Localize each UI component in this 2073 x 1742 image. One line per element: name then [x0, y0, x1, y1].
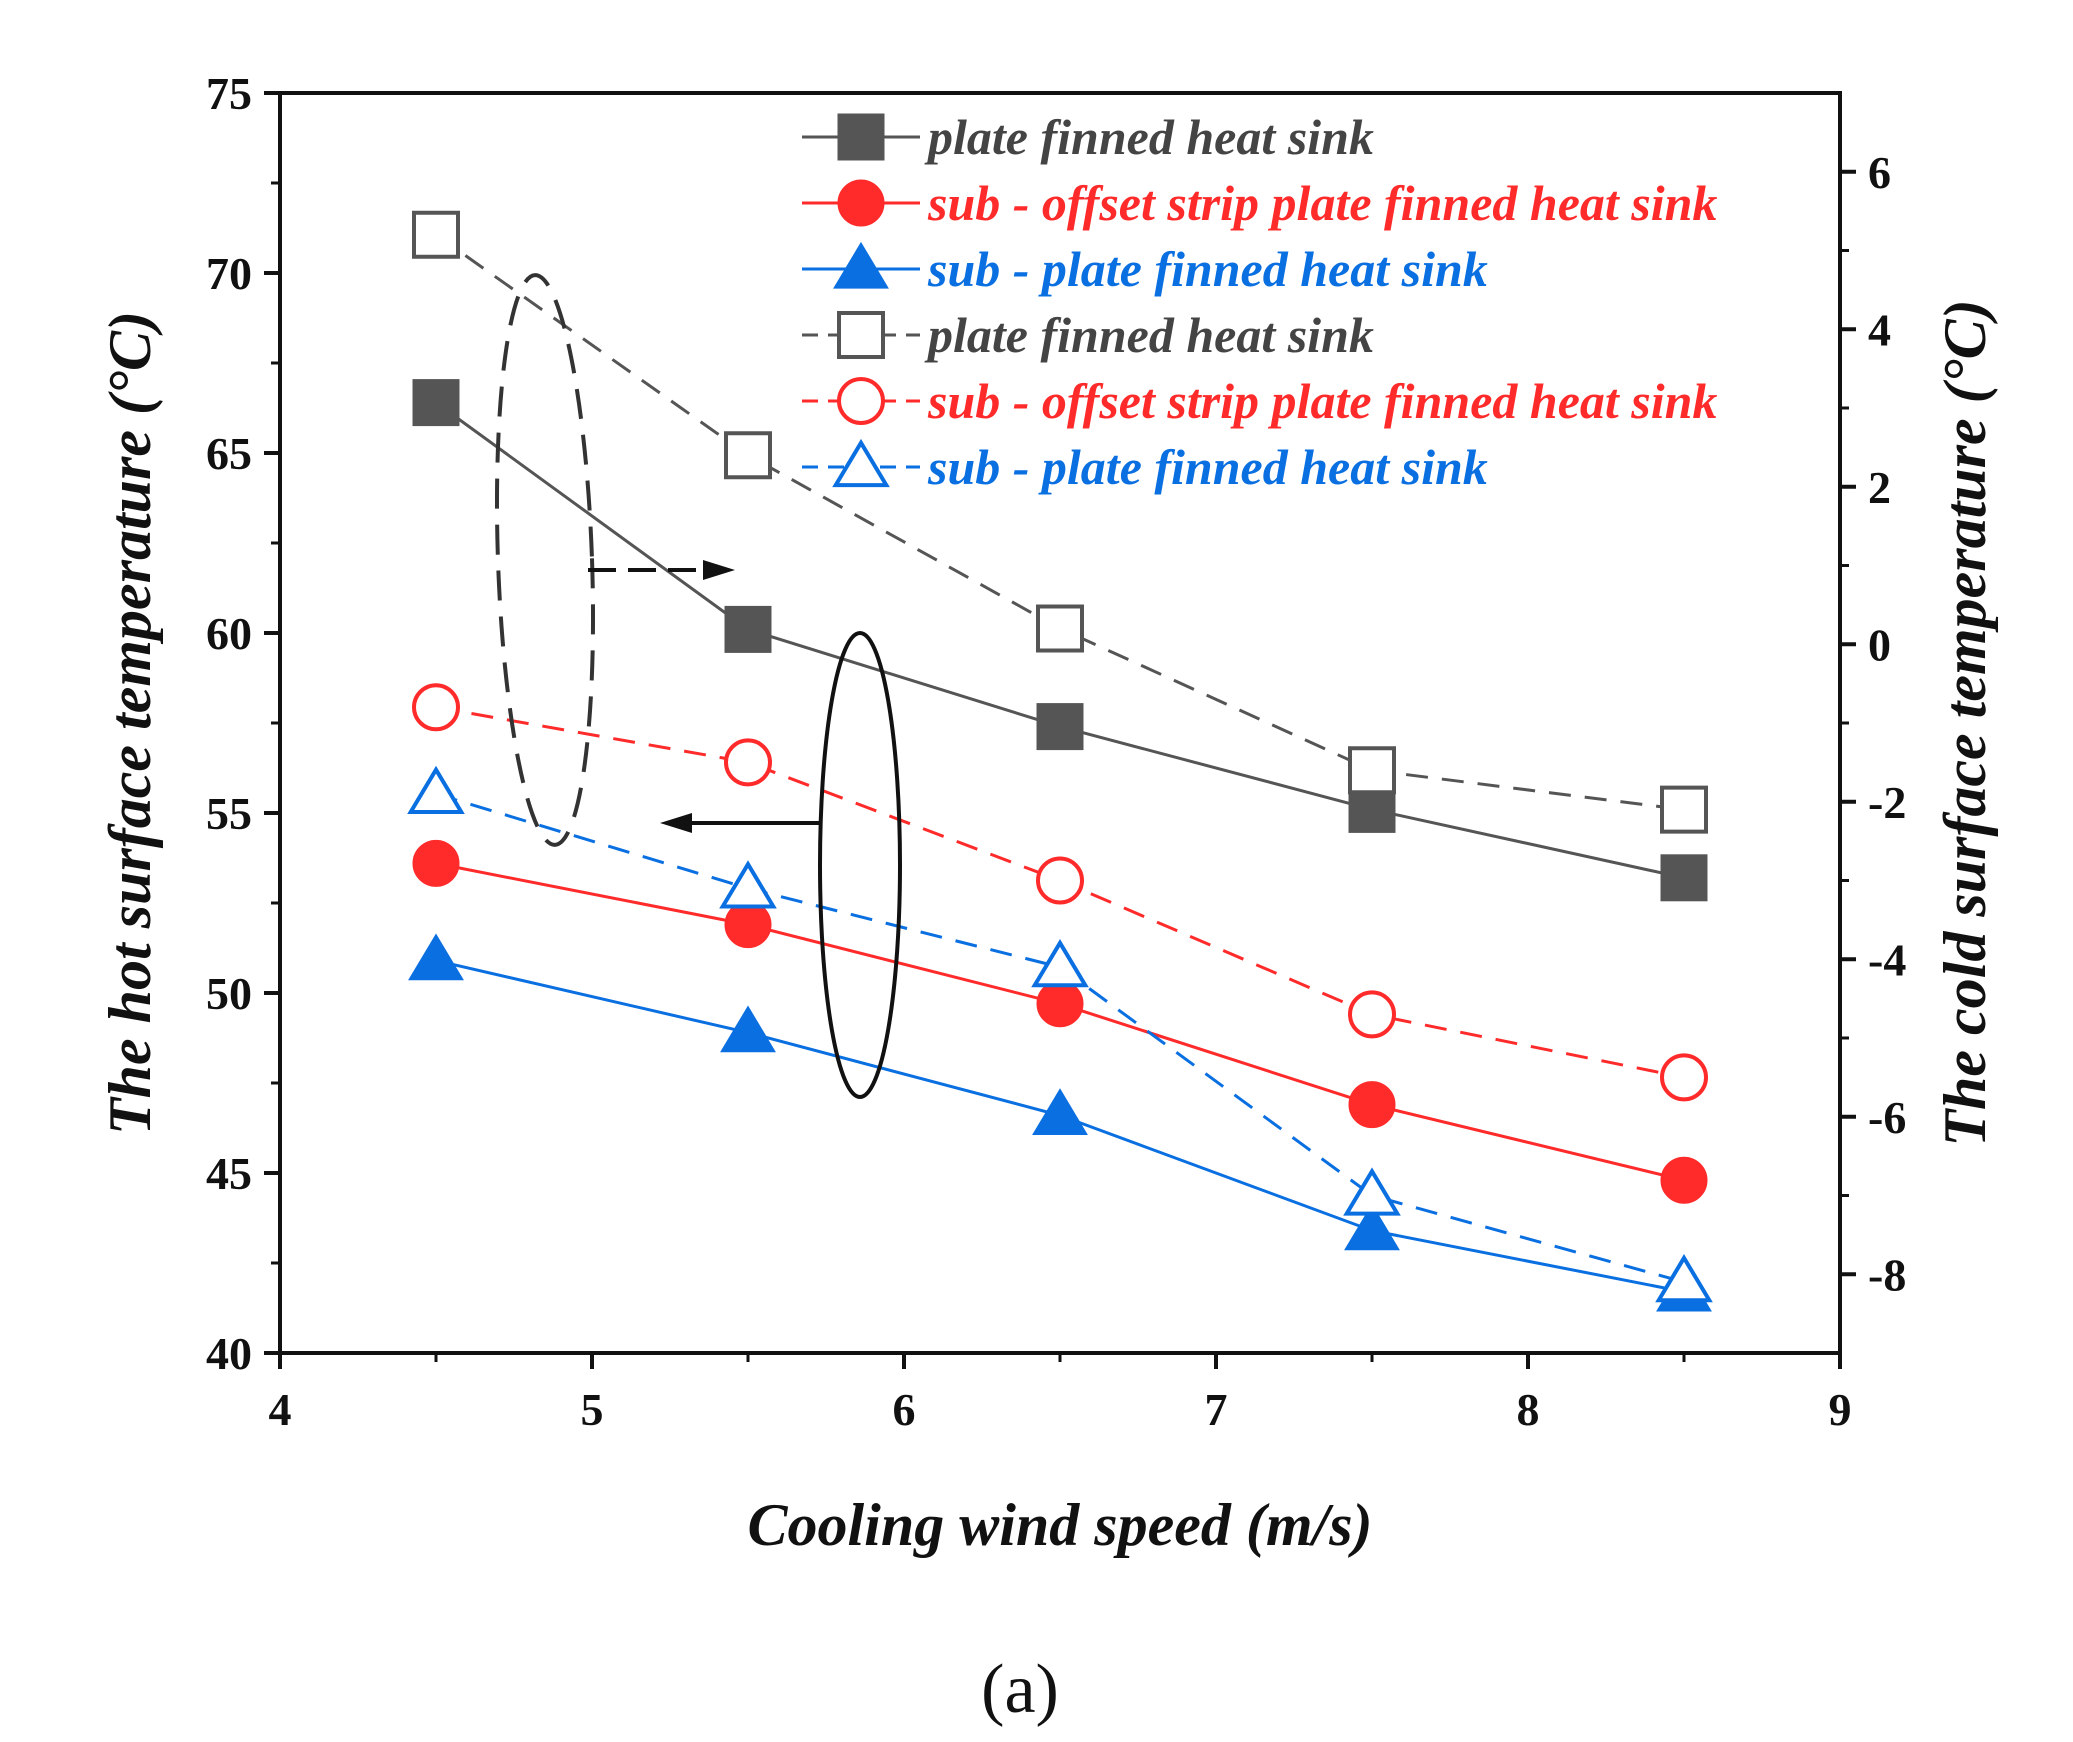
- y-right-tick-label: 0: [1868, 619, 1891, 670]
- y-right-tick-label: -8: [1868, 1249, 1906, 1300]
- data-point: [1660, 1156, 1708, 1204]
- data-point: [1031, 939, 1089, 988]
- y-left-tick-label: 50: [206, 968, 252, 1019]
- data-point: [724, 605, 772, 653]
- series-4: [412, 210, 1708, 834]
- data-point: [1036, 980, 1084, 1028]
- legend-marker: [837, 179, 885, 227]
- data-point: [720, 1005, 776, 1053]
- legend-label: sub - plate finned heat sink: [927, 241, 1488, 297]
- data-point: [1348, 785, 1396, 833]
- legend-entry: sub - plate finned heat sink: [802, 241, 1488, 297]
- y-left-tick-label: 40: [206, 1328, 252, 1379]
- x-tick-label: 8: [1517, 1384, 1540, 1435]
- x-tick-label: 9: [1829, 1384, 1852, 1435]
- data-point: [412, 210, 460, 259]
- legend-entry: plate finned heat sink: [802, 307, 1374, 363]
- legend-label: sub - plate finned heat sink: [927, 439, 1488, 495]
- x-axis-title: Cooling wind speed (m/s): [747, 1492, 1372, 1558]
- legend-label: sub - offset strip plate finned heat sin…: [927, 373, 1717, 429]
- x-tick-label: 6: [893, 1384, 916, 1435]
- data-point: [1660, 854, 1708, 902]
- data-point: [1660, 1053, 1708, 1102]
- legend-marker: [833, 241, 889, 289]
- y-axis-right-title: The cold surface temperature (°C): [1932, 299, 1998, 1146]
- data-point: [724, 901, 772, 949]
- legend-entry: sub - offset strip plate finned heat sin…: [802, 175, 1717, 231]
- series-1: [412, 379, 1708, 902]
- y-left-tick-label: 65: [206, 428, 252, 479]
- y-left-tick-label: 60: [206, 608, 252, 659]
- series-6: [407, 765, 1713, 1303]
- legend-marker: [837, 113, 885, 161]
- x-tick-label: 4: [269, 1384, 292, 1435]
- legend-label: plate finned heat sink: [924, 109, 1374, 165]
- arrow-right-head: [703, 560, 735, 580]
- x-tick-label: 7: [1205, 1384, 1228, 1435]
- data-point: [407, 765, 465, 815]
- series-5: [412, 683, 1708, 1102]
- y-left-tick-label: 75: [206, 68, 252, 119]
- data-point: [1348, 990, 1396, 1039]
- data-point: [1032, 1088, 1088, 1136]
- data-point: [412, 839, 460, 887]
- y-axis-left-title: The hot surface temperature (°C): [97, 311, 163, 1135]
- data-point: [1660, 785, 1708, 834]
- data-point: [1344, 1203, 1400, 1251]
- y-right-tick-label: -4: [1868, 934, 1906, 985]
- annotation-right-axis: [494, 273, 735, 847]
- data-point: [408, 933, 464, 981]
- y-left-tick-label: 70: [206, 248, 252, 299]
- arrow-left-head: [660, 813, 692, 833]
- data-point: [1036, 703, 1084, 751]
- data-point: [1348, 1081, 1396, 1129]
- figure-caption: (a): [981, 1651, 1059, 1728]
- data-point: [719, 860, 777, 909]
- y-left-tick-label: 55: [206, 788, 252, 839]
- plot-frame: [278, 91, 1842, 1355]
- legend-entry: plate finned heat sink: [802, 109, 1374, 165]
- series-2: [412, 839, 1708, 1204]
- data-point: [1348, 746, 1396, 795]
- legend-label: sub - offset strip plate finned heat sin…: [927, 175, 1717, 231]
- legend-marker: [832, 438, 890, 488]
- solid-ellipse: [818, 631, 902, 1099]
- data-point: [412, 683, 460, 732]
- data-point: [1655, 1254, 1713, 1303]
- y-right-tick-label: 6: [1868, 147, 1891, 198]
- data-point: [1343, 1167, 1401, 1216]
- legend: plate finned heat sink sub - offset strip…: [802, 109, 1717, 495]
- legend-entry: sub - plate finned heat sink: [802, 438, 1488, 495]
- legend-entry: sub - offset strip plate finned heat sin…: [802, 373, 1717, 429]
- annotation-left-axis: [660, 631, 902, 1099]
- data-point: [1036, 604, 1084, 653]
- data-point: [1036, 856, 1084, 905]
- y-right-tick-label: -2: [1868, 777, 1906, 828]
- series-layer: [407, 210, 1713, 1312]
- legend-label: plate finned heat sink: [924, 307, 1374, 363]
- dashed-ellipse: [494, 273, 596, 847]
- y-right-tick-label: -6: [1868, 1092, 1906, 1143]
- series-line: [435, 792, 1685, 1284]
- x-tick-label: 5: [581, 1384, 604, 1435]
- legend-marker: [837, 377, 885, 425]
- y-right-tick-label: 2: [1868, 462, 1891, 513]
- data-point: [724, 738, 772, 787]
- data-point: [724, 431, 772, 480]
- data-point: [412, 379, 460, 427]
- legend-marker: [837, 311, 885, 359]
- y-right-tick-label: 4: [1868, 304, 1891, 355]
- y-left-tick-label: 45: [206, 1148, 252, 1199]
